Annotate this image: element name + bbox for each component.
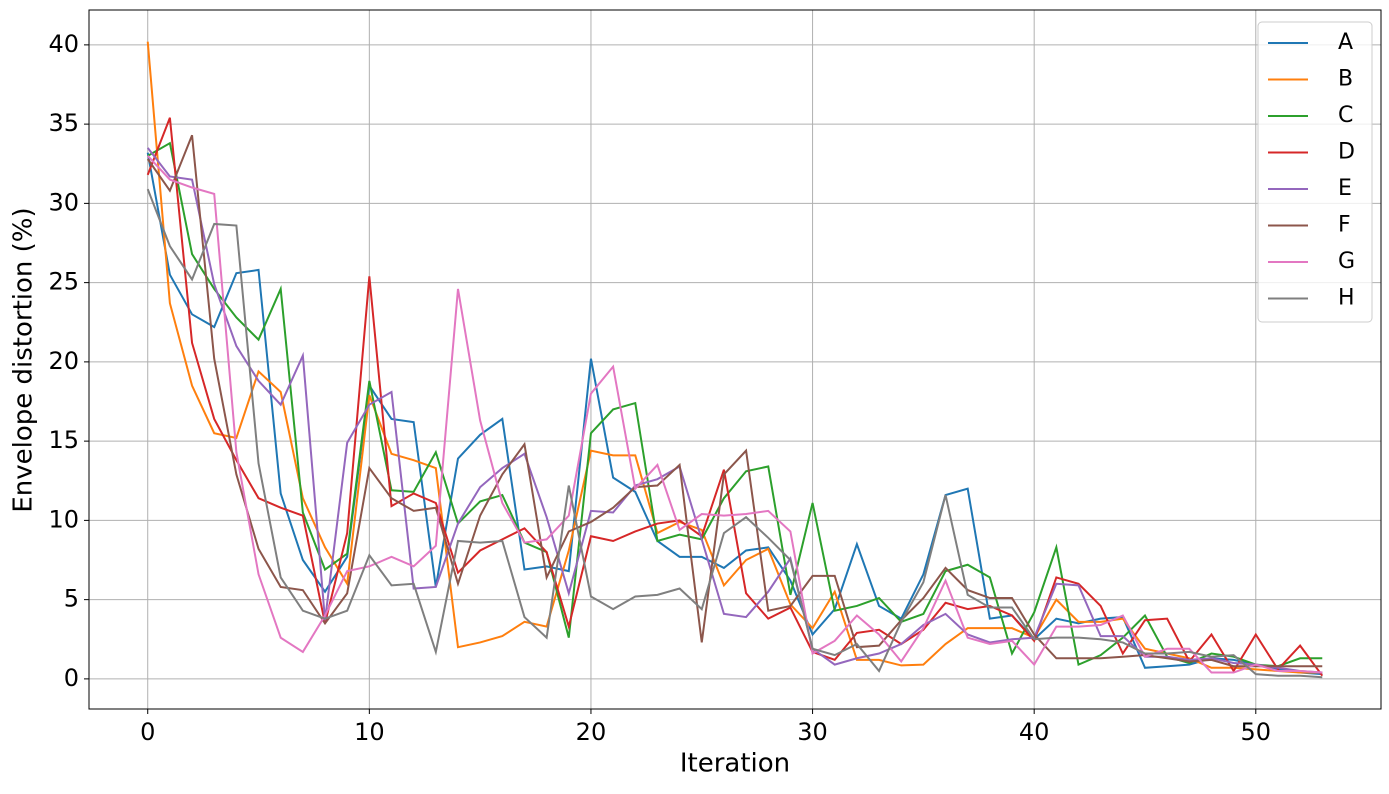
series-line <box>146 155 1323 674</box>
series-line <box>146 134 1323 668</box>
y-tick-label: 30 <box>48 188 79 216</box>
series-line <box>147 141 1323 668</box>
y-tick-label: 25 <box>48 268 79 296</box>
plot-frame <box>88 9 1382 710</box>
x-tick-label: 50 <box>1241 718 1272 746</box>
x-tick-label: 10 <box>354 718 385 746</box>
legend-label: D <box>1338 140 1355 165</box>
y-tick-label: 10 <box>48 505 79 533</box>
legend-label: H <box>1338 286 1355 311</box>
legend-label: G <box>1338 249 1355 274</box>
legend-label: A <box>1338 30 1353 55</box>
series-line <box>146 147 1323 674</box>
legend-label: F <box>1338 213 1351 238</box>
x-tick-label: 0 <box>140 718 155 746</box>
x-axis-label: Iteration <box>680 749 790 779</box>
y-tick-label: 5 <box>64 585 79 613</box>
legend-box <box>1257 21 1373 323</box>
series-line <box>146 152 1323 676</box>
series-line <box>146 41 1323 674</box>
y-axis-label: Envelope distortion (%) <box>9 207 39 512</box>
y-tick-label: 35 <box>48 109 79 137</box>
x-tick-label: 20 <box>576 718 607 746</box>
series-line <box>146 117 1324 677</box>
y-tick-label: 40 <box>48 30 79 58</box>
legend-label: C <box>1338 103 1353 128</box>
y-tick-label: 15 <box>48 426 79 454</box>
x-tick-label: 30 <box>797 718 828 746</box>
x-tick-label: 40 <box>1019 718 1050 746</box>
legend-label: B <box>1338 67 1353 92</box>
y-tick-label: 0 <box>64 664 79 692</box>
legend-label: E <box>1338 176 1352 201</box>
series-line <box>146 188 1323 679</box>
y-tick-label: 20 <box>48 347 79 375</box>
